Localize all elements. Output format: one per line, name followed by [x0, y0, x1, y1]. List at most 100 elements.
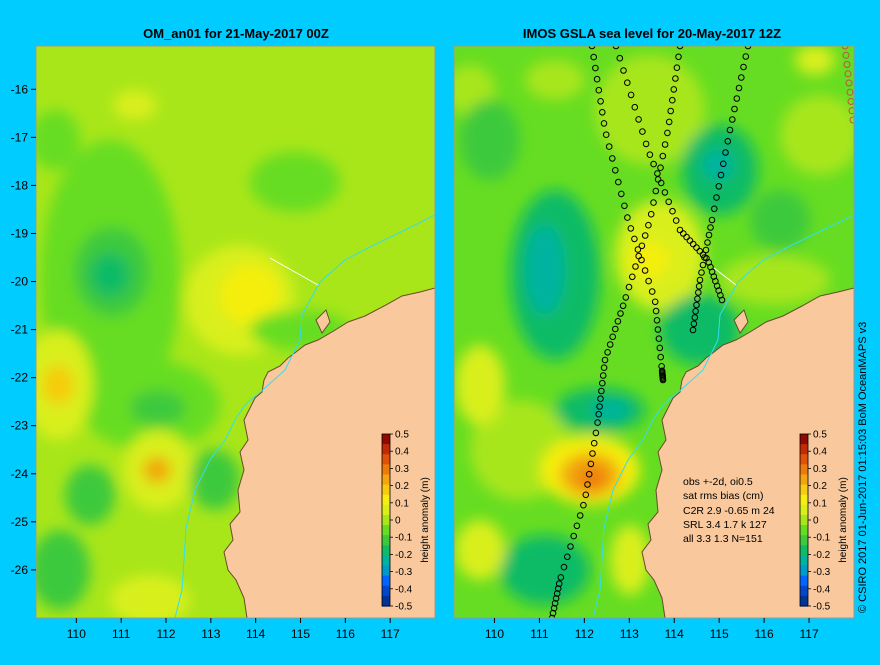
track-observation — [627, 225, 635, 232]
track-observation — [639, 128, 646, 135]
left-y-tick-label: -25 — [11, 515, 29, 529]
track-observation — [609, 155, 616, 162]
track-observation — [699, 261, 707, 269]
left-y-tick-label: -20 — [11, 275, 29, 289]
track-observation — [592, 64, 599, 72]
track-observation — [594, 419, 601, 426]
left-colorbar-segment — [382, 575, 390, 587]
track-observation — [692, 308, 699, 315]
track-observation — [704, 239, 711, 246]
track-observation — [598, 387, 605, 395]
track-observation — [661, 141, 669, 148]
track-observation — [642, 140, 650, 148]
track-observation — [647, 210, 655, 218]
stats-box: obs +-2d, oi0.5 sat rms bias (cm) C2R 2.… — [683, 476, 775, 545]
track-observation — [600, 364, 608, 372]
right-colorbar-segment — [800, 474, 808, 486]
left-y-tick-label: -18 — [11, 178, 29, 192]
right-x-tick-label: 116 — [755, 627, 774, 641]
track-observation — [612, 167, 619, 174]
track-observation — [615, 178, 622, 186]
track-observation — [696, 247, 704, 255]
track-observation — [564, 553, 571, 561]
left-colorbar-segment — [382, 484, 390, 496]
track-observation — [693, 301, 700, 309]
track-observation — [602, 131, 610, 138]
left-x-tick-label: 115 — [291, 627, 310, 641]
right-colorbar-segment — [800, 434, 808, 445]
track-observation — [665, 118, 673, 126]
left-trench — [174, 214, 435, 618]
track-observation — [669, 207, 676, 215]
track-observation — [567, 543, 574, 550]
stats-row-c2r: C2R 2.9 -0.65 m 24 — [683, 505, 775, 517]
track-observation — [670, 86, 678, 93]
track-observation — [652, 187, 660, 195]
right-x-tick-label: 114 — [665, 627, 684, 641]
right-colorbar-segment — [800, 545, 808, 557]
track-observation — [654, 326, 662, 333]
right-anomaly-field — [454, 46, 854, 605]
right-colorbar-tick-label: 0.2 — [813, 481, 827, 492]
stats-row-srl: SRL 3.4 1.7 k 127 — [683, 519, 767, 531]
track-observation — [733, 95, 741, 102]
left-colorbar-tick-label: 0.3 — [395, 464, 409, 475]
right-colorbar-segment — [800, 535, 808, 546]
track-observation — [724, 138, 732, 145]
track-observation — [609, 333, 617, 341]
track-observation — [720, 160, 727, 168]
track-observation — [845, 79, 853, 87]
track-observation — [595, 410, 603, 418]
right-x-tick-label: 115 — [710, 627, 729, 641]
track-observation — [627, 91, 635, 99]
right-colorbar-tick-label: -0.1 — [813, 533, 831, 544]
left-y-tick-label: -17 — [11, 130, 29, 144]
track-observation — [654, 170, 661, 177]
track-observation — [600, 120, 608, 127]
track-observation — [848, 107, 854, 115]
track-observation — [599, 379, 606, 387]
track-observation — [650, 160, 657, 168]
track-observation — [655, 335, 663, 343]
right-colorbar-tick-label: 0.3 — [813, 464, 827, 475]
track-observation — [689, 240, 697, 248]
right-colorbar-segment — [800, 565, 808, 577]
track-observation — [634, 246, 642, 253]
track-observation — [740, 63, 747, 71]
track-observation — [686, 237, 694, 244]
track-observation — [844, 70, 852, 78]
track-observation — [589, 450, 596, 457]
track-observation — [550, 604, 558, 612]
track-observation — [665, 198, 673, 206]
left-x-tick-label: 113 — [201, 627, 220, 641]
track-observation — [576, 512, 584, 519]
left-x-tick-label: 114 — [246, 627, 265, 641]
track-observation — [680, 230, 687, 237]
track-observation — [560, 563, 568, 571]
track-observation — [707, 224, 714, 231]
right-colorbar-segment — [800, 585, 808, 597]
left-y-tick-label: -26 — [11, 563, 29, 577]
track-observation — [592, 429, 600, 437]
left-colorbar-tick-label: -0.5 — [395, 602, 413, 613]
track-observation — [549, 609, 557, 617]
right-colorbar: 0.5 0.4 0.3 0.2 0.1 0 -0.1 -0.2 -0.3 -0.4 -0.5 heig… — [799, 430, 849, 613]
right-colorbar-segment — [800, 484, 808, 496]
right-x-tick-label: 112 — [575, 627, 594, 641]
track-observation — [657, 164, 664, 171]
right-colorbar-tick-label: -0.3 — [813, 567, 831, 578]
right-colorbar-segment — [800, 504, 808, 516]
track-observation — [689, 326, 697, 334]
track-observation — [659, 376, 667, 384]
left-colorbar-tick-label: 0.1 — [395, 498, 409, 509]
track-observation — [621, 202, 628, 210]
left-colorbar: 0.5 0.4 0.3 0.2 0.1 0 -0.1 -0.2 -0.3 -0.4 -0.5 heig… — [381, 430, 431, 613]
track-observation — [631, 103, 639, 111]
track-observation — [632, 263, 639, 270]
right-colorbar-segment — [800, 555, 808, 567]
right-colorbar-segment — [800, 444, 808, 455]
right-colorbar-tick-label: 0.5 — [813, 430, 827, 441]
right-colorbar-segment — [800, 454, 808, 465]
track-observation — [597, 98, 604, 105]
